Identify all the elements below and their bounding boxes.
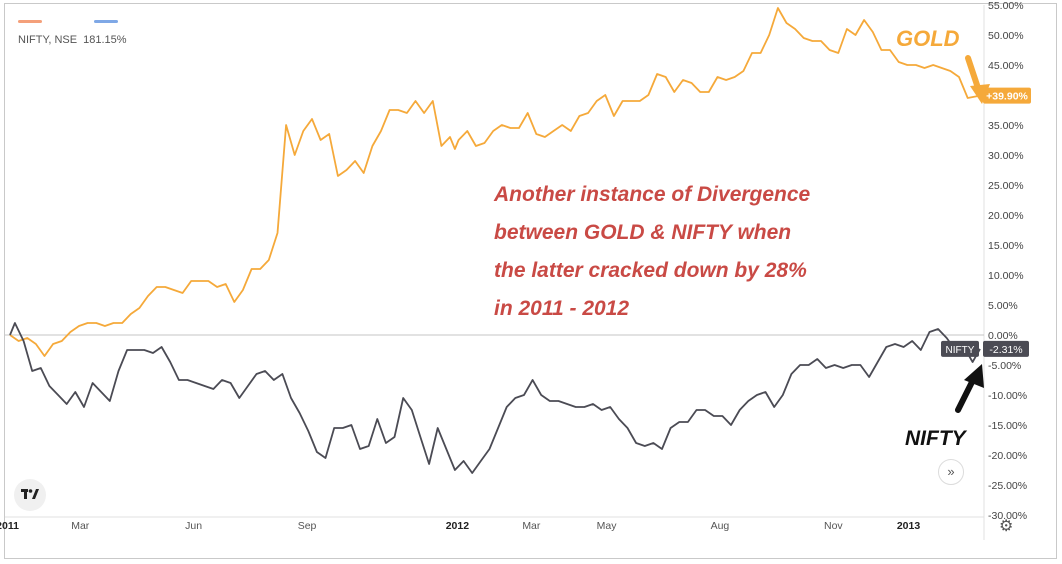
series-line-gold [9, 7, 981, 357]
y-tick-label: 15.00% [988, 240, 1024, 252]
annotation-line-2: between GOLD & NIFTY when [494, 221, 792, 244]
series-gold [9, 7, 981, 357]
nifty-value-badge-bg [983, 340, 1029, 357]
y-tick-label: 30.00% [988, 150, 1024, 162]
y-tick-label: 20.00% [988, 210, 1024, 222]
annotation-line-4: in 2011 - 2012 [494, 297, 630, 320]
x-tick-label: Aug [711, 520, 730, 532]
y-tick-label: 45.00% [988, 60, 1024, 72]
gold-arrow-head [970, 84, 990, 104]
nifty-value-badge: -2.31% [989, 344, 1022, 356]
legend-swatch-2 [94, 20, 118, 23]
scroll-to-realtime-button[interactable]: » [938, 459, 964, 485]
y-tick-label: 0.00% [988, 330, 1018, 342]
y-tick-label: 55.00% [988, 0, 1024, 12]
annotation-line-1: Another instance of Divergence [494, 183, 811, 206]
series-nifty [9, 322, 981, 474]
x-tick-label: 2013 [897, 520, 921, 532]
y-tick-label: -25.00% [988, 480, 1027, 492]
y-tick-label: 5.00% [988, 300, 1018, 312]
x-tick-label: Nov [824, 520, 843, 532]
gold-value-badge-bg [983, 87, 1031, 104]
x-tick-label: Mar [522, 520, 541, 532]
legend[interactable]: NIFTY, NSE 181.15% [18, 34, 133, 46]
divergence-annotation: Another instance of Divergence between G… [494, 176, 894, 328]
annotation-line-3: the latter cracked down by 28% [494, 259, 807, 282]
nifty-name-badge: NIFTY [946, 345, 975, 356]
nifty-name-badge-bg [941, 340, 979, 357]
gear-icon[interactable]: ⚙ [999, 518, 1014, 535]
legend-swatch-1 [18, 20, 42, 23]
nifty-label: NIFTY [905, 427, 966, 450]
y-tick-label: -10.00% [988, 390, 1027, 402]
y-tick-label: -20.00% [988, 450, 1027, 462]
gold-value-badge: +39.90% [986, 91, 1028, 103]
x-tick-label: May [597, 520, 618, 532]
x-tick-label: Mar [71, 520, 90, 532]
series-line-nifty [9, 322, 981, 474]
y-tick-label: 25.00% [988, 180, 1024, 192]
y-tick-label: -30.00% [988, 510, 1027, 522]
y-tick-label: -5.00% [988, 360, 1021, 372]
chart-frame [4, 3, 1057, 559]
x-tick-label: Jun [185, 520, 202, 532]
gold-arrow-shaft [965, 55, 981, 91]
y-tick-label: 50.00% [988, 30, 1024, 42]
y-tick-label: 10.00% [988, 270, 1024, 282]
y-tick-label: 35.00% [988, 120, 1024, 132]
legend-symbol: NIFTY, NSE [18, 34, 78, 46]
legend-value: 181.15% [83, 34, 127, 46]
gold-label: GOLD [896, 26, 960, 51]
x-tick-label: 2012 [446, 520, 470, 532]
x-tick-label: 2011 [0, 520, 19, 532]
nifty-arrow-shaft [955, 375, 977, 413]
y-tick-label: -15.00% [988, 420, 1027, 432]
double-chevron-right-icon: » [947, 464, 955, 479]
x-tick-label: Sep [298, 520, 317, 532]
tradingview-logo-icon[interactable] [14, 479, 46, 511]
nifty-arrow-head [964, 364, 984, 388]
